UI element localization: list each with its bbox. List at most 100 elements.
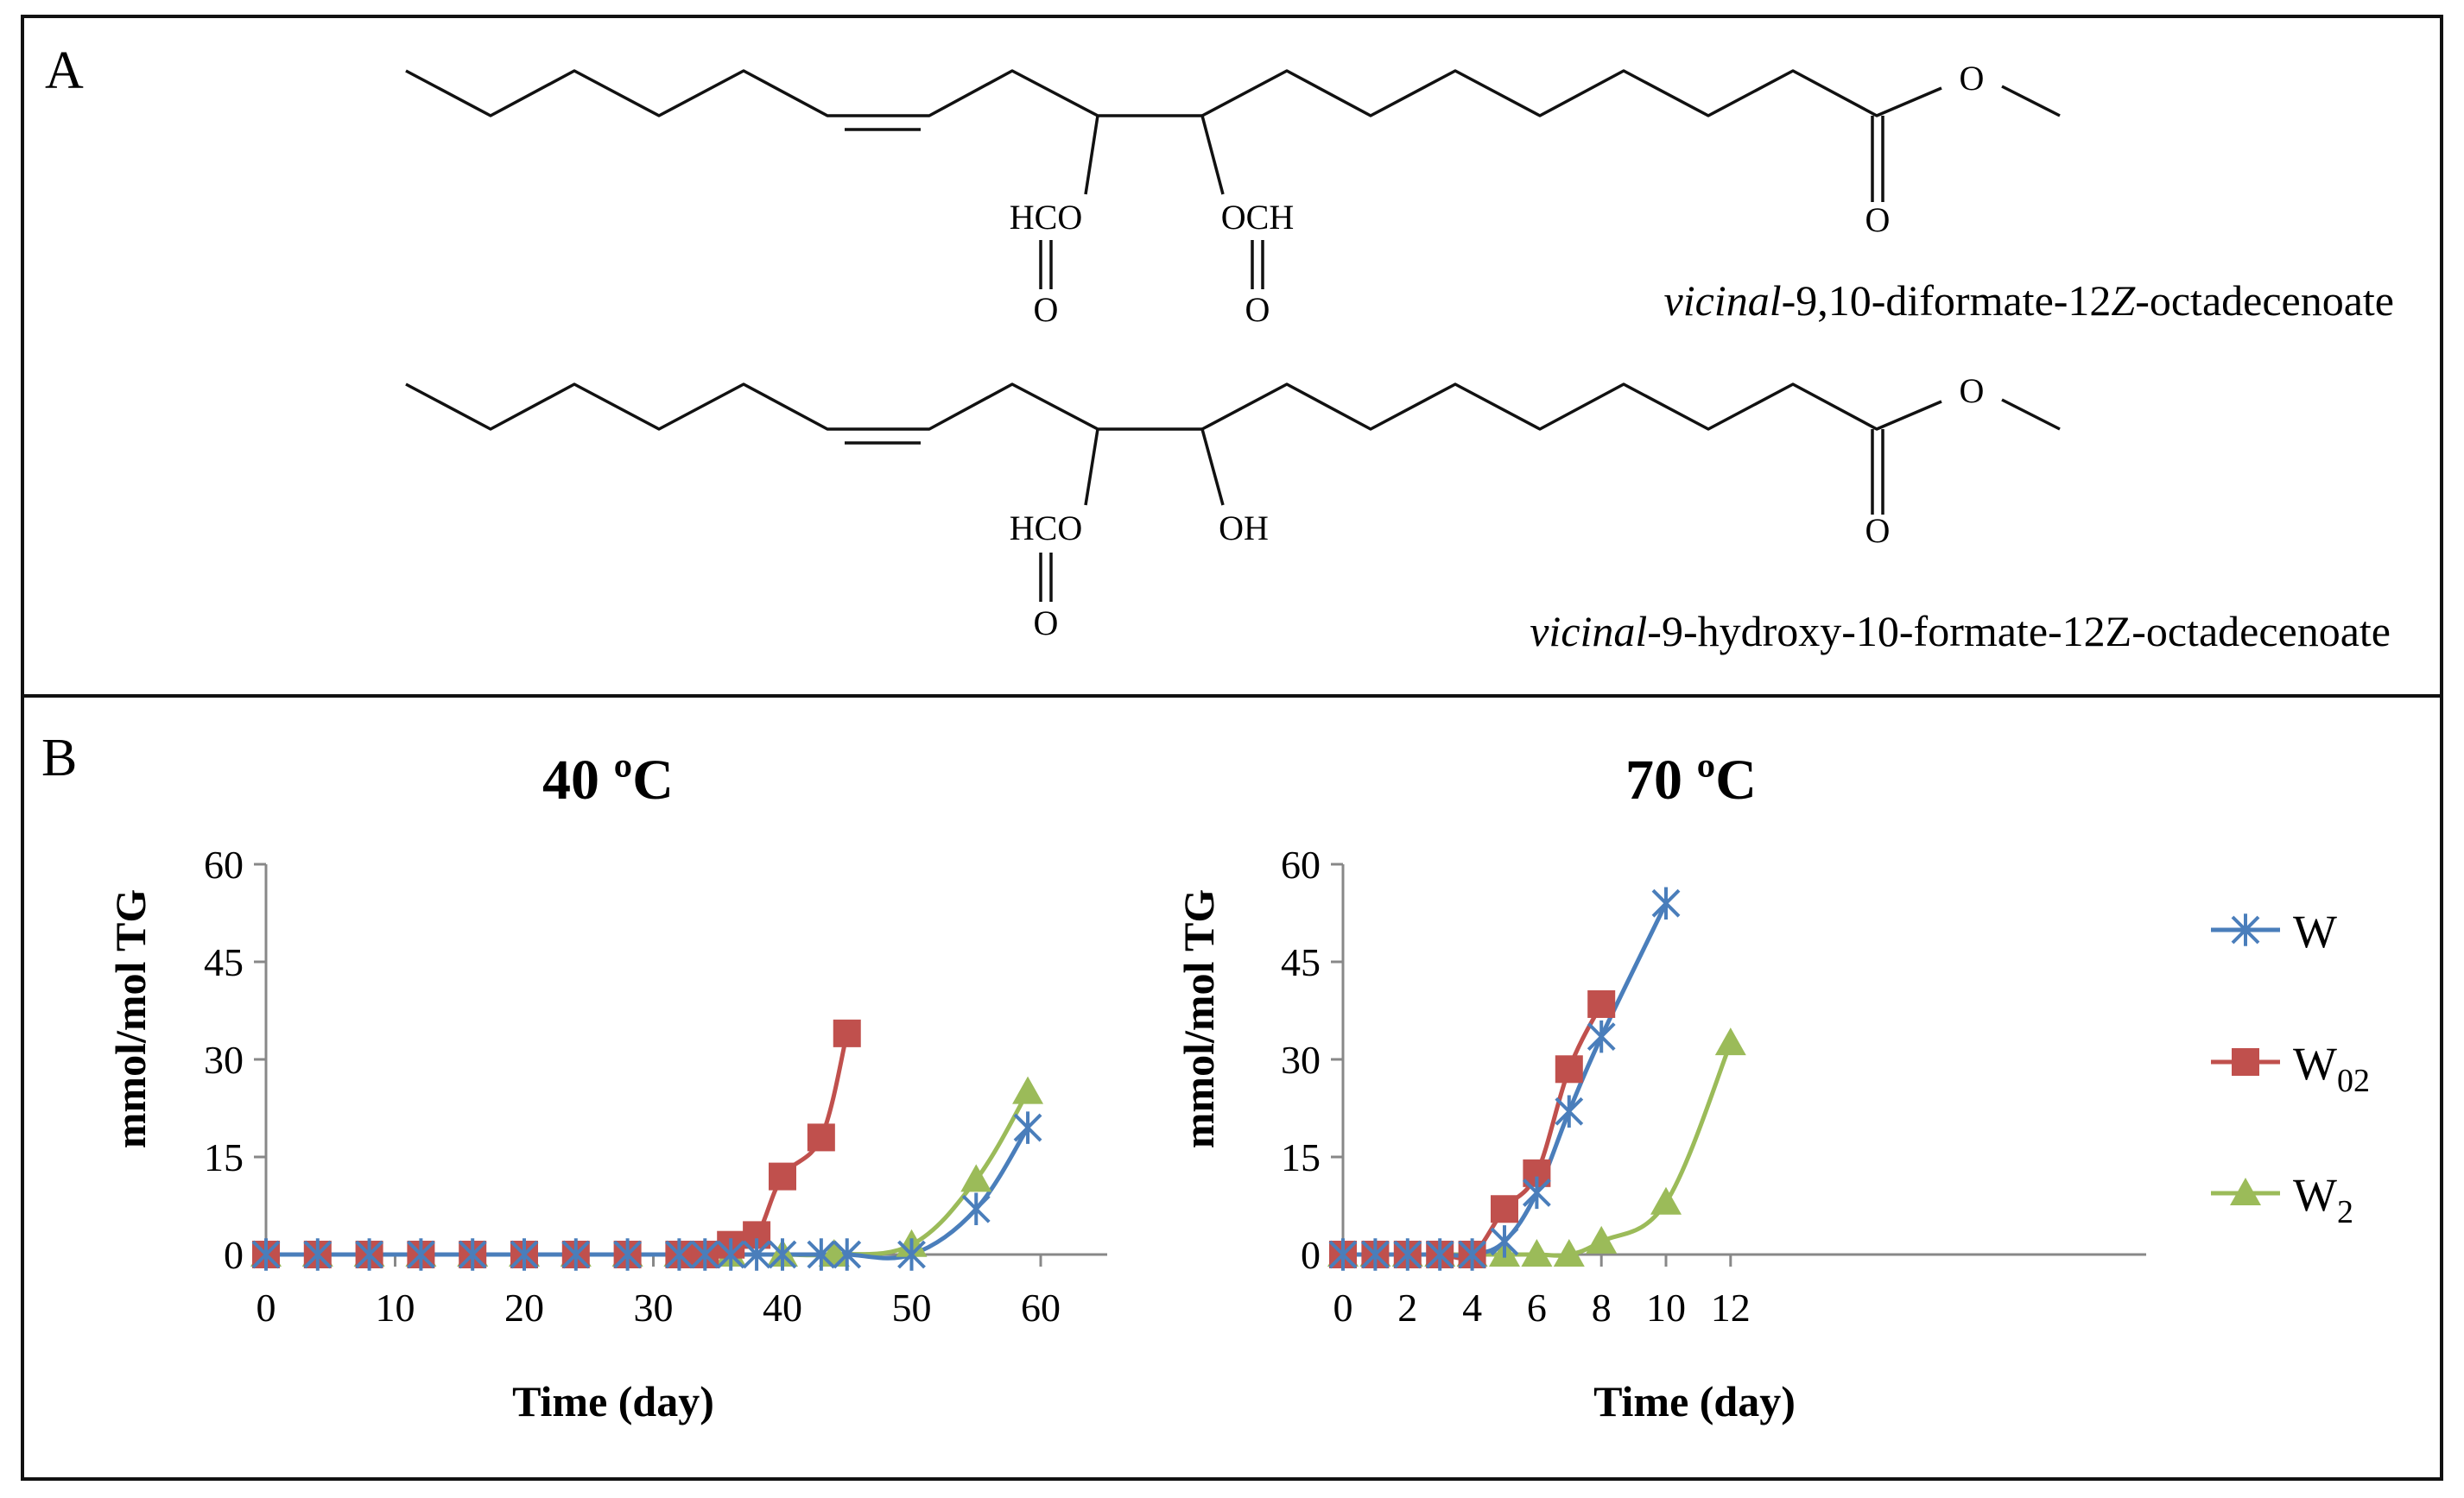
data-point-w [1393,1238,1422,1271]
data-point-w [355,1238,384,1271]
chart-40c-ylabel: mmol/mol TG [106,889,155,1148]
x-tick-label: 60 [1021,1286,1061,1330]
molecule-2-hco-label: HCO [1010,509,1082,547]
y-tick-label: 45 [1281,940,1321,984]
data-point-w [768,1238,797,1271]
data-point-w02 [769,1162,796,1191]
molecule-1-och-label: OCH [1221,198,1294,237]
molecule-1-och-o-label: O [1245,290,1270,329]
molecule-2-ester-o: O [1960,371,1985,410]
data-point-w [251,1238,281,1271]
data-point-w02 [1555,1055,1583,1084]
molecule-1-name-italic: vicinal [1664,276,1782,325]
x-tick-label: 8 [1592,1286,1612,1330]
data-point-w2 [1650,1186,1682,1215]
data-point-w2 [1521,1239,1553,1267]
data-point-w [1328,1238,1358,1271]
data-point-w [303,1238,333,1271]
molecule-1-chain-right [1201,69,1942,117]
figure-border [21,15,2443,1481]
chart-70c-title: 70 ºC [1625,749,1757,812]
x-tick-label: 12 [1711,1286,1751,1330]
chart-70c-y-axis-title: mmol/mol TG [1175,889,1223,1148]
data-point-w [1360,1238,1390,1271]
molecule-1-ester-bond [2001,85,2061,117]
legend-label-base: W [2293,906,2337,958]
molecule-1-bond-c9-o [1084,115,1099,195]
molecule-2-name-rest: -9-hydroxy-10-formate-12Z-octadecenoate [1647,607,2391,655]
data-point-w [1522,1176,1551,1210]
series-line-w2 [1343,1042,1733,1258]
data-point-w [1651,887,1681,920]
panel-letter-b: B [41,729,77,787]
data-point-w [897,1238,926,1271]
y-tick-label: 15 [1281,1135,1321,1179]
molecule-1-name-z: Z [2111,276,2136,325]
legend-marker [2231,913,2260,946]
data-point-w [716,1238,745,1271]
x-tick-label: 10 [1646,1286,1686,1330]
y-tick-label: 0 [224,1233,244,1277]
x-tick-label: 0 [257,1286,276,1330]
x-tick-label: 6 [1527,1286,1547,1330]
molecule-1-carbonyl-o: O [1865,200,1891,239]
series-line-w2 [266,1090,1030,1258]
chart-40c-plot: 0 15 30 45 60 0 10 20 30 40 50 60 [204,843,1107,1330]
chart-40c-y-axis-title: mmol/mol TG [106,889,155,1148]
data-point-w2 [1714,1027,1746,1056]
molecule-1-hco-o-label: O [1034,290,1059,329]
y-tick-label: 45 [204,940,244,984]
x-tick-label: 0 [1333,1286,1353,1330]
legend-marker [2230,1178,2261,1205]
molecule-2-carbonyl-o: O [1865,511,1891,550]
data-point-w2 [1553,1239,1585,1267]
data-point-w [833,1238,862,1271]
legend-label-subscript: 02 [2337,1063,2370,1099]
data-point-w [807,1238,836,1271]
x-tick-label: 10 [376,1286,415,1330]
legend-marker [2232,1048,2259,1076]
y-tick-label: 30 [1281,1038,1321,1082]
data-point-w [406,1238,435,1271]
data-point-w [1458,1238,1487,1271]
chart-70c-xlabel: Time (day) [1593,1377,1796,1425]
data-point-w [613,1238,643,1271]
y-tick-label: 30 [204,1038,244,1082]
molecule-1-name-rest: -9,10-diformate-12 [1782,276,2112,325]
molecule-2-chain-right [1201,382,1942,431]
chart-40c-title: 40 ºC [542,749,674,812]
x-tick-label: 20 [504,1286,544,1330]
y-tick-label: 0 [1301,1233,1321,1277]
data-point-w [561,1238,591,1271]
data-point-w [742,1238,771,1271]
data-point-w2 [960,1164,992,1192]
molecule-2 [405,382,2061,602]
molecule-2-hco-o-label: O [1034,604,1059,642]
x-tick-label: 50 [892,1286,932,1330]
legend-label: W02 [2293,1038,2370,1099]
legend-label-subscript: 2 [2337,1194,2353,1230]
molecule-1-name-tail: -octadecenoate [2135,276,2394,325]
x-tick-label: 2 [1397,1286,1417,1330]
legend-label: W2 [2293,1169,2353,1230]
molecule-2-name-italic: vicinal [1530,607,1647,655]
y-tick-label: 15 [204,1135,244,1179]
molecule-1 [405,69,2061,289]
molecule-2-bond-c10-o [1200,428,1225,506]
data-point-w [690,1238,719,1271]
legend-label-base: W [2293,1038,2337,1090]
data-point-w [1555,1095,1584,1128]
data-point-w [664,1238,694,1271]
data-point-w [1425,1238,1454,1271]
y-tick-label: 60 [204,843,244,887]
molecule-2-bond-c9-o [1084,428,1099,506]
data-point-w [1013,1111,1042,1144]
molecule-1-name: vicinal-9,10-diformate-12Z-octadecenoate [1664,276,2394,325]
data-point-w02 [1491,1195,1518,1223]
molecule-1-ester-o: O [1960,59,1985,98]
molecule-2-ester-bond [2001,398,2061,431]
data-point-w [961,1192,991,1226]
data-point-w2 [1012,1076,1044,1104]
